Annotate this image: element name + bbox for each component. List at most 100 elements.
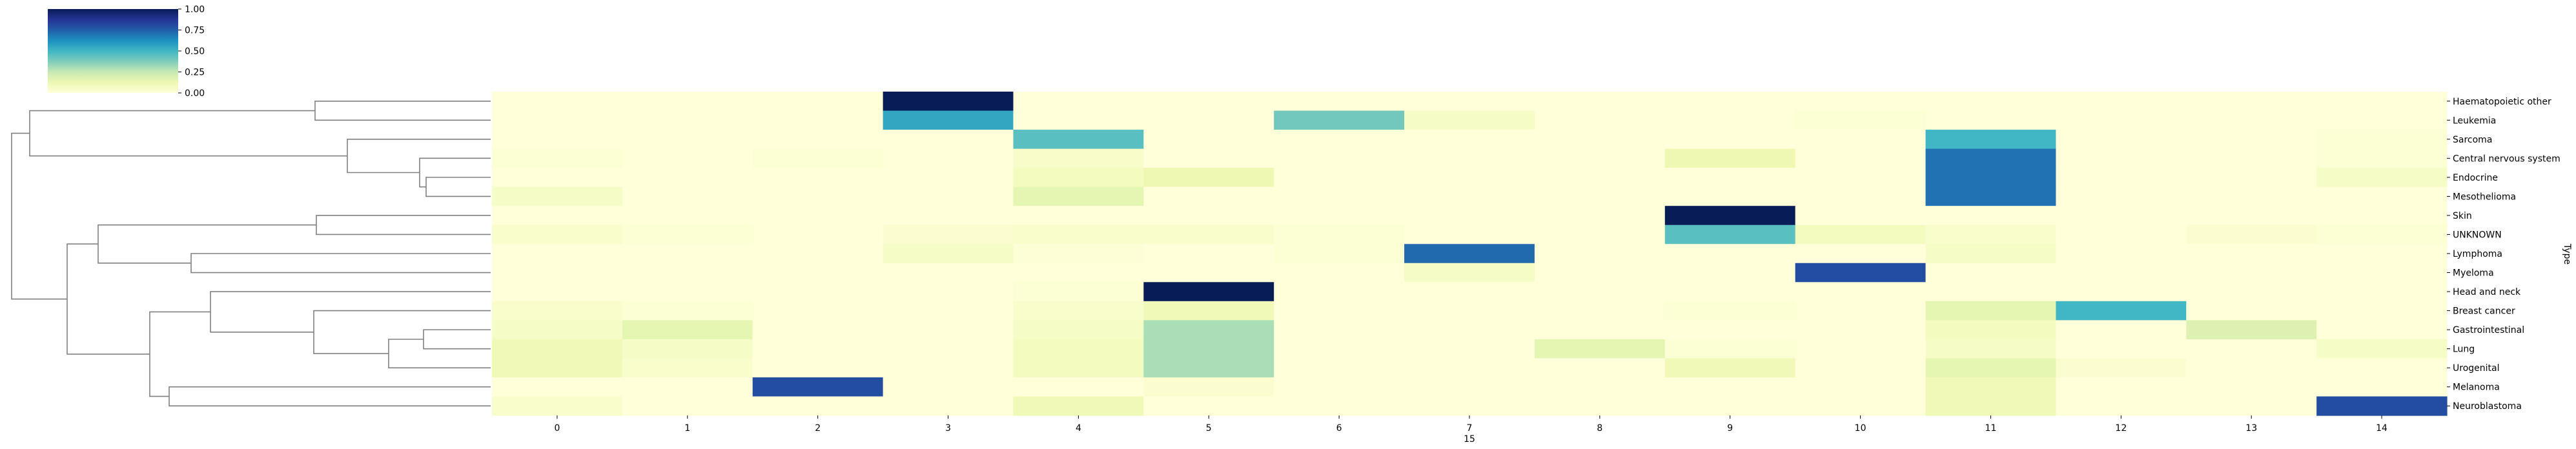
heatmap-cell xyxy=(492,148,623,168)
heatmap-cell xyxy=(492,339,623,359)
x-tick-label: 7 xyxy=(1467,423,1473,434)
heatmap-cell xyxy=(752,358,884,378)
heatmap-cell xyxy=(622,110,753,130)
heatmap-cell xyxy=(1534,320,1666,340)
heatmap-cell xyxy=(752,263,884,283)
heatmap-cell xyxy=(1664,339,1796,359)
heatmap-cell xyxy=(1404,130,1535,150)
dendrogram-link xyxy=(347,139,491,174)
x-tick-label: 11 xyxy=(1985,423,1997,434)
heatmap-cell xyxy=(1143,263,1274,283)
heatmap-cell xyxy=(1404,263,1535,283)
heatmap-cell xyxy=(1534,110,1666,130)
heatmap-cell xyxy=(1143,110,1274,130)
heatmap-cell xyxy=(2316,301,2448,321)
heatmap-cell xyxy=(1925,396,2056,416)
heatmap-cell xyxy=(1274,110,1405,130)
heatmap-cell xyxy=(1013,263,1144,283)
y-tick-label: Gastrointestinal xyxy=(2453,325,2524,335)
y-tick-label: Endocrine xyxy=(2453,173,2498,183)
heatmap-cell xyxy=(1664,301,1796,321)
heatmap-cell xyxy=(1795,168,1927,188)
heatmap-cell xyxy=(883,206,1014,226)
heatmap-cell xyxy=(2316,358,2448,378)
heatmap-cell xyxy=(2056,110,2187,130)
heatmap-cell xyxy=(1143,301,1274,321)
x-tick-label: 1 xyxy=(684,423,690,434)
y-tick-label: Sarcoma xyxy=(2453,135,2492,145)
heatmap-cell xyxy=(492,186,623,206)
heatmap-cell xyxy=(1404,282,1535,302)
heatmap-cell xyxy=(883,168,1014,188)
x-tick-label: 9 xyxy=(1727,423,1733,434)
colorbar-tick-label: 0.50 xyxy=(185,46,205,57)
heatmap-cell xyxy=(1534,148,1666,168)
heatmap-cell xyxy=(2186,358,2317,378)
x-tick-label: 12 xyxy=(2115,423,2127,434)
heatmap-cell xyxy=(1404,110,1535,130)
x-tick-label: 14 xyxy=(2376,423,2387,434)
heatmap-cell xyxy=(883,148,1014,168)
heatmap-cell xyxy=(1404,396,1535,416)
heatmap-cell xyxy=(2056,130,2187,150)
heatmap-cell xyxy=(1143,168,1274,188)
heatmap-cell xyxy=(622,186,753,206)
heatmap-cell xyxy=(1664,396,1796,416)
dendrogram-link xyxy=(314,100,491,121)
heatmap-cell xyxy=(1404,92,1535,112)
x-tick-label: 4 xyxy=(1076,423,1081,434)
y-axis-title: Type xyxy=(2562,243,2572,264)
heatmap-cell xyxy=(2316,206,2448,226)
heatmap-cell xyxy=(2316,224,2448,244)
heatmap-cell xyxy=(2186,263,2317,283)
heatmap-cell xyxy=(622,168,753,188)
heatmap-cell xyxy=(1795,282,1927,302)
heatmap-cell xyxy=(1404,244,1535,264)
heatmap-cell xyxy=(2316,244,2448,264)
y-tick-label: Lymphoma xyxy=(2453,249,2502,259)
heatmap-cell xyxy=(752,244,884,264)
heatmap-cell xyxy=(1534,339,1666,359)
heatmap-cell xyxy=(1534,358,1666,378)
heatmap-cell xyxy=(2056,168,2187,188)
heatmap-cell xyxy=(2316,320,2448,340)
heatmap-cell xyxy=(622,92,753,112)
heatmap-cell xyxy=(622,358,753,378)
heatmap-cell xyxy=(1013,377,1144,397)
heatmap-cell xyxy=(2056,92,2187,112)
heatmap-cell xyxy=(1925,130,2056,150)
dendrogram-link xyxy=(11,132,67,300)
heatmap-cell xyxy=(1795,301,1927,321)
heatmap-cell xyxy=(752,110,884,130)
x-tick-label: 6 xyxy=(1336,423,1342,434)
heatmap-cell xyxy=(1143,148,1274,168)
heatmap-cell xyxy=(1664,206,1796,226)
dendrogram-link xyxy=(425,177,491,197)
colorbar-tick-label: 1.00 xyxy=(185,5,205,15)
heatmap-cell xyxy=(2056,339,2187,359)
heatmap-cell xyxy=(2056,263,2187,283)
colorbar-gradient xyxy=(48,9,178,93)
y-tick-label: Breast cancer xyxy=(2453,306,2515,317)
heatmap-cell xyxy=(1404,168,1535,188)
dendrogram-link xyxy=(423,329,491,350)
heatmap-cell xyxy=(1274,224,1405,244)
heatmap-cell xyxy=(1143,396,1274,416)
x-axis-title: 15 xyxy=(1464,434,1475,444)
heatmap-cell xyxy=(1404,339,1535,359)
heatmap-cell xyxy=(1404,148,1535,168)
heatmap-cell xyxy=(2056,377,2187,397)
heatmap-cell xyxy=(1664,224,1796,244)
heatmap-cell xyxy=(2056,358,2187,378)
heatmap-cell xyxy=(1143,92,1274,112)
y-tick-label: Haematopoietic other xyxy=(2453,97,2551,107)
heatmap-cell xyxy=(1534,92,1666,112)
heatmap-cell xyxy=(1013,110,1144,130)
heatmap-cell xyxy=(1274,263,1405,283)
heatmap-cell xyxy=(2186,224,2317,244)
heatmap-cell xyxy=(883,320,1014,340)
heatmap-cell xyxy=(1143,377,1274,397)
y-tick-label: Mesothelioma xyxy=(2453,192,2516,202)
heatmap-cell xyxy=(622,320,753,340)
heatmap-cell xyxy=(1013,339,1144,359)
